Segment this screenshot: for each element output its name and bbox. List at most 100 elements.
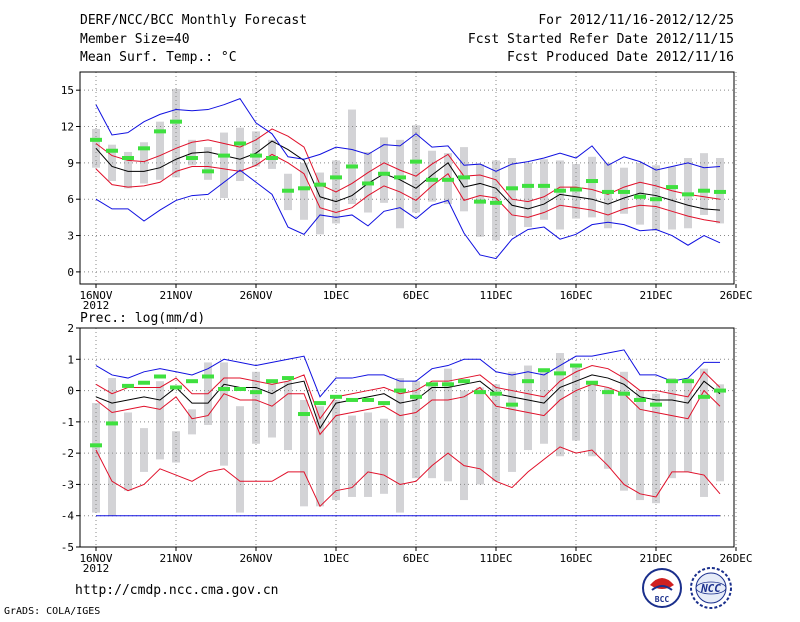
temp-year-label: 2012 <box>83 299 110 312</box>
temp-spread-box <box>636 162 644 225</box>
prec-ytick-label: 0 <box>67 385 74 398</box>
prec-member-marker <box>666 379 678 384</box>
prec-ytick-label: -1 <box>61 416 74 429</box>
prec-spread-box <box>364 412 372 497</box>
temp-member-marker <box>554 188 566 193</box>
prec-ytick-label: -4 <box>61 510 75 523</box>
temp-xtick-label: 1DEC <box>323 289 350 302</box>
prec-spread-box <box>236 406 244 513</box>
temp-member-marker <box>410 159 422 164</box>
temp-member-marker <box>666 185 678 190</box>
prec-spread-box <box>684 378 692 472</box>
footer-url: http://cmdp.ncc.cma.gov.cn <box>75 583 279 598</box>
temp-member-marker <box>362 181 374 186</box>
bcc-logo-text: BCC <box>655 595 670 604</box>
prec-spread-box <box>332 399 340 501</box>
temp-member-marker <box>394 175 406 180</box>
temp-spread-box <box>172 88 180 178</box>
prec-spread-box <box>588 381 596 457</box>
temp-spread-box <box>428 150 436 202</box>
prec-member-marker <box>474 390 486 395</box>
precip-panel-title: Prec.: log(mm/d) <box>80 311 205 326</box>
prec-spread-box <box>92 403 100 513</box>
prec-member-marker <box>426 382 438 387</box>
temp-spread-box <box>188 139 196 166</box>
temp-series-blue-3 <box>95 98 721 172</box>
ncc-logo-text: NCC <box>700 582 721 595</box>
temp-member-marker <box>602 189 614 194</box>
temp-ytick-label: 3 <box>67 230 74 243</box>
temp-member-marker <box>682 192 694 197</box>
prec-member-marker <box>682 379 694 384</box>
prec-xtick-label: 21NOV <box>159 552 192 565</box>
temp-series-red-1 <box>95 128 721 203</box>
temp-member-marker <box>122 156 134 161</box>
prec-ytick-label: 1 <box>67 353 74 366</box>
prec-ytick-label: -5 <box>61 541 74 554</box>
temp-spread-box <box>508 158 516 236</box>
temp-member-marker <box>618 189 630 194</box>
temp-member-marker <box>714 189 726 194</box>
temp-member-marker <box>250 153 262 158</box>
prec-member-marker <box>650 402 662 407</box>
prec-spread-box <box>268 384 276 438</box>
temperature-panel: 0 3 6 9 12 15 16NOV 21NOV 26NOV 1DEC 6DEC 11DEC 16DE… <box>61 71 753 312</box>
temp-member-marker <box>426 177 438 182</box>
prec-member-marker <box>170 385 182 390</box>
prec-series-blue-4 <box>95 349 720 398</box>
prec-series-black-0 <box>95 374 721 430</box>
footer-credit: GrADS: COLA/IGES <box>4 606 100 617</box>
temp-spread-box <box>236 127 244 182</box>
prec-member-marker <box>634 397 646 402</box>
prec-member-marker <box>378 401 390 406</box>
temp-member-marker <box>154 129 166 134</box>
prec-series-red-3 <box>95 446 721 508</box>
prec-member-marker <box>554 371 566 376</box>
temp-xtick-label: 6DEC <box>403 289 430 302</box>
temp-spread-box <box>204 147 212 180</box>
temp-member-marker <box>490 200 502 205</box>
temp-member-marker <box>634 194 646 199</box>
temp-spread-box <box>220 132 228 198</box>
prec-member-marker <box>282 376 294 381</box>
temp-xtick-label: 21DEC <box>639 289 672 302</box>
prec-ytick-label: 2 <box>67 322 74 335</box>
prec-year-label: 2012 <box>83 562 110 575</box>
prec-xtick-label: 6DEC <box>403 552 430 565</box>
temp-spread-box <box>300 162 308 220</box>
temp-member-marker <box>202 169 214 174</box>
temp-xtick-label: 26DEC <box>719 289 752 302</box>
prec-member-marker <box>394 388 406 393</box>
prec-xtick-label: 11DEC <box>479 552 512 565</box>
temp-member-marker <box>314 182 326 187</box>
temp-member-marker <box>474 199 486 204</box>
prec-xtick-label: 16NOV <box>79 552 112 565</box>
prec-xtick-label: 26NOV <box>239 552 272 565</box>
temp-spread-box <box>124 151 132 189</box>
prec-ytick-label: -2 <box>61 447 74 460</box>
prec-member-marker <box>106 421 118 426</box>
prec-member-marker <box>218 387 230 392</box>
prec-spread-box <box>380 418 388 494</box>
temp-spread-box <box>524 162 532 228</box>
temp-ytick-label: 6 <box>67 193 74 206</box>
temp-member-marker <box>346 164 358 169</box>
prec-member-marker <box>362 397 374 402</box>
prec-spread-box <box>348 415 356 497</box>
prec-spread-box <box>604 387 612 469</box>
prec-spread-box <box>524 365 532 451</box>
bcc-swirl-icon <box>650 578 674 589</box>
temp-member-marker <box>218 153 230 158</box>
prec-ytick-label: -3 <box>61 478 74 491</box>
temp-series-black-0 <box>95 140 721 211</box>
prec-member-marker <box>266 379 278 384</box>
prec-member-marker <box>410 394 422 399</box>
prec-member-marker <box>586 380 598 385</box>
temp-spread-box <box>668 166 676 230</box>
prec-spread-box <box>636 390 644 501</box>
prec-spread-box <box>428 384 436 479</box>
temp-plot-frame <box>79 71 735 285</box>
prec-spread-box <box>220 362 228 466</box>
prec-member-marker <box>154 374 166 379</box>
temp-member-marker <box>90 137 102 142</box>
